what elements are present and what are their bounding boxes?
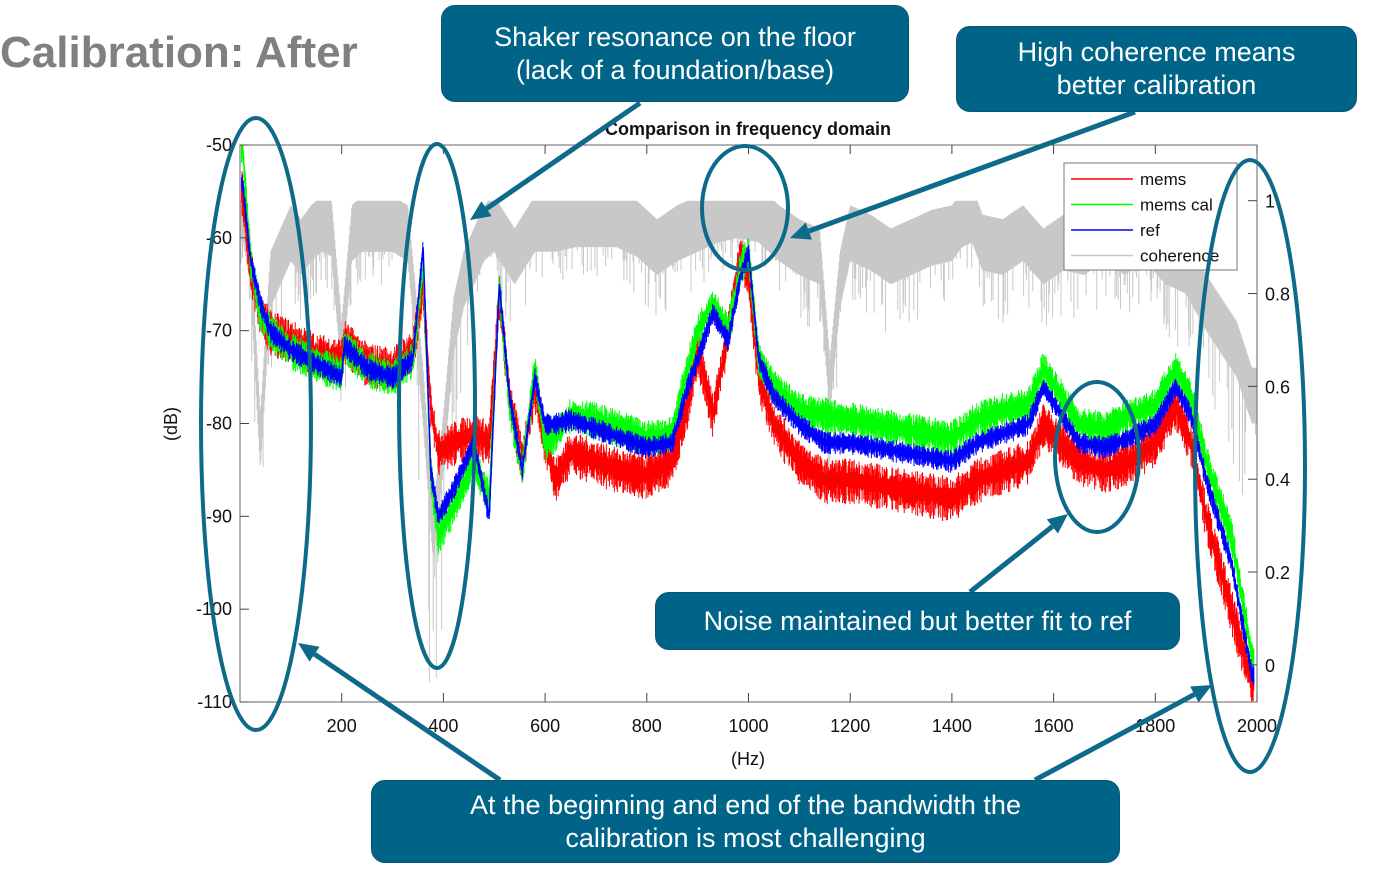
callout-high-coherence: High coherence means better calibration [956,26,1357,112]
legend-label: mems [1140,170,1186,189]
callout-bandwidth-line-2: calibration is most challenging [565,822,926,853]
y-tick-label: -110 [197,692,232,712]
x-tick-label: 200 [327,716,357,736]
legend-box [1063,162,1238,271]
arrow-noise [968,514,1068,594]
x-axis-label: (Hz) [731,749,765,769]
callout-shaker-line-2: (lack of a foundation/base) [515,54,835,85]
callout-shaker-resonance: Shaker resonance on the floor (lack of a … [441,5,909,102]
callout-coherence-line-1: High coherence means [1017,37,1296,67]
arrow-coherence [790,109,1136,240]
ellipse-low-frequency [199,116,313,732]
callout-bandwidth-line-1: At the beginning and end of the bandwidt… [470,789,1021,820]
ellipse-coherence-peak [700,144,790,272]
ellipse-shaker-resonance [397,142,477,670]
x-tick-label: 1000 [728,716,768,736]
legend-label: mems cal [1140,196,1213,215]
y2-tick-label: 0.4 [1265,470,1290,490]
callout-bandwidth-challenge: At the beginning and end of the bandwidt… [371,780,1120,863]
slide-title: Calibration: After [0,28,358,77]
y-tick-label: -80 [206,414,232,434]
y2-tick-label: 0.8 [1265,285,1290,305]
legend: mems mems cal ref coherence [1063,162,1238,271]
x-tick-label: 600 [530,716,560,736]
y-tick-label: -90 [206,506,232,526]
x-tick-label: 1600 [1034,716,1074,736]
y2-tick-label: 0.6 [1265,377,1290,397]
legend-label: coherence [1140,247,1219,266]
x-tick-label: 1800 [1135,716,1175,736]
annotation-layer [199,100,1307,783]
ellipse-high-frequency [1193,158,1307,774]
callout-shaker-line-1: Shaker resonance on the floor [494,21,856,52]
y-tick-label: -50 [206,135,232,155]
callout-coherence-line-2: better calibration [1056,70,1257,100]
series-ref [241,182,1253,675]
legend-label: ref [1140,221,1160,240]
arrow-shaker [470,100,642,220]
x-tick-label: 2000 [1237,716,1277,736]
y2-tick-label: 0 [1265,656,1275,676]
ellipse-noise-region [1053,380,1141,534]
y2-tick-label: 1 [1265,192,1275,212]
y-tick-label: -70 [206,321,232,341]
chart-title: Comparison in frequency domain [605,119,891,139]
x-tick-label: 1200 [830,716,870,736]
x-tick-label: 800 [632,716,662,736]
callout-noise-line-1: Noise maintained but better fit to ref [703,605,1132,636]
arrow-bandwidth-right [1033,685,1212,783]
y2-tick-label: 0.2 [1265,563,1290,583]
callout-noise-maintained: Noise maintained but better fit to ref [655,592,1180,650]
arrow-bandwidth-left [298,643,502,783]
x-tick-label: 1400 [932,716,972,736]
x-tick-label: 400 [428,716,458,736]
y-axis-label: (dB) [161,407,181,441]
